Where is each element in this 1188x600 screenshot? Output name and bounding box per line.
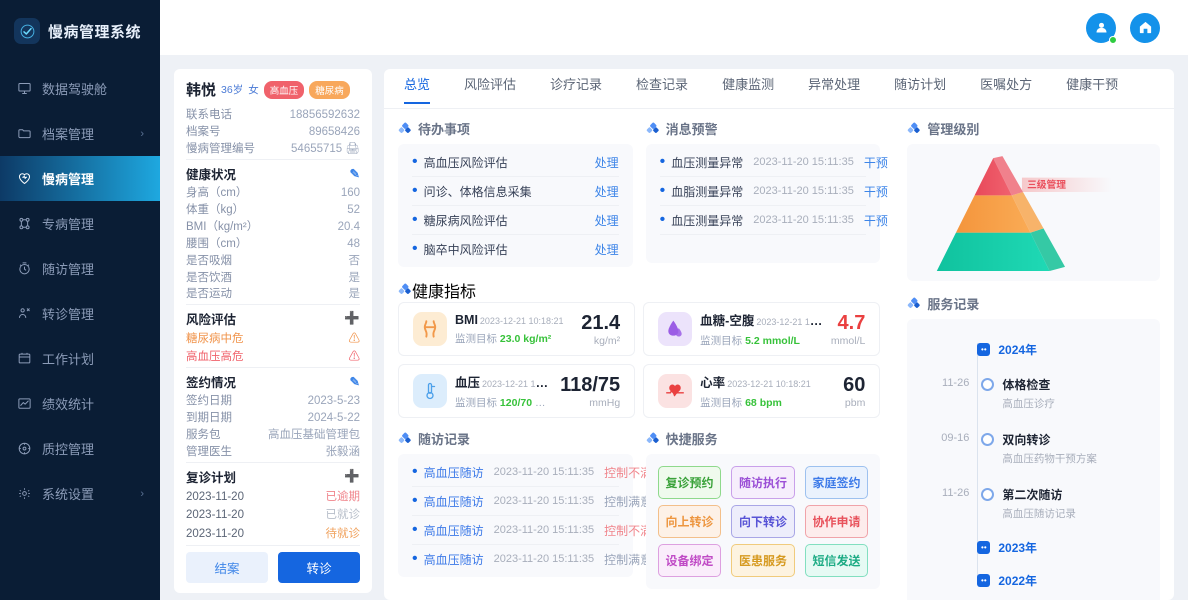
- svg-text:三级管理: 三级管理: [1027, 178, 1066, 191]
